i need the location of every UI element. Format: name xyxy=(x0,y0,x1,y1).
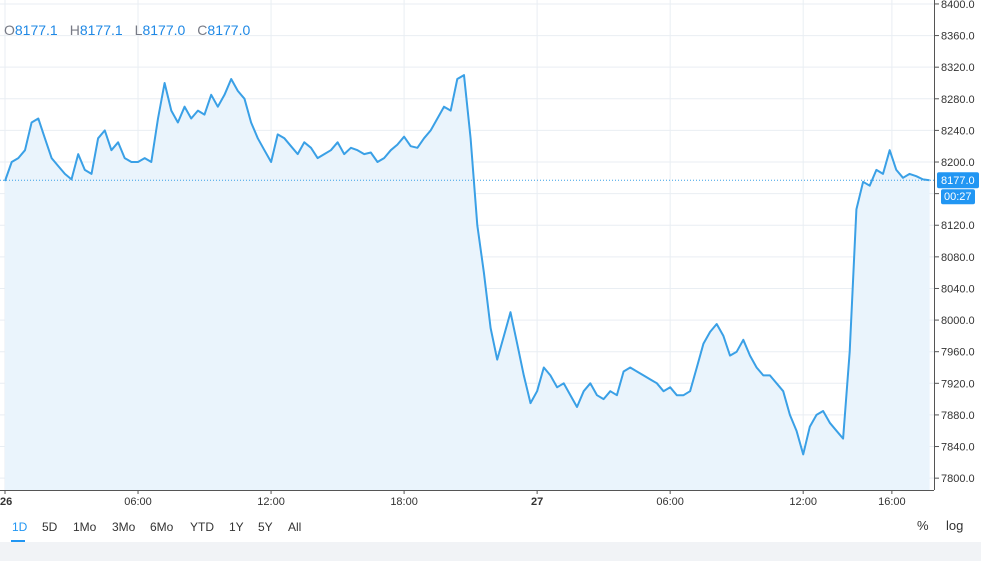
last-price-badge-bg xyxy=(937,172,979,189)
countdown-badge-bg xyxy=(941,189,975,205)
price-axis-label: 8240.0 xyxy=(941,125,975,137)
open-label: O xyxy=(4,22,15,38)
last-price-badge-text: 8177.0 xyxy=(941,175,975,187)
timeframe-5y[interactable]: 5Y xyxy=(258,520,273,534)
time-axis-label: 27 xyxy=(531,496,543,508)
open-value: 8177.1 xyxy=(14,22,58,38)
price-axis-label: 8040.0 xyxy=(941,283,975,295)
price-axis-label: 8200.0 xyxy=(941,157,975,169)
ohlc-low: L8177.0 xyxy=(135,22,186,38)
time-axis-label: 26 xyxy=(0,496,12,508)
price-chart[interactable]: 7800.0 7840.0 7880.0 7920.0 7960.0 8000.0 8040… xyxy=(0,0,981,512)
price-axis[interactable]: 7800.0 7840.0 7880.0 7920.0 7960.0 8000.0 8040… xyxy=(934,0,975,485)
timeframe-toolbar: 1D 5D 1Mo 3Mo 6Mo YTD 1Y 5Y All % log xyxy=(0,512,981,542)
price-axis-label: 8120.0 xyxy=(941,220,975,232)
time-axis-label: 12:00 xyxy=(257,496,285,508)
footer-strip xyxy=(0,542,981,561)
percent-scale-toggle[interactable]: % xyxy=(917,518,929,533)
high-value: 8177.1 xyxy=(79,22,123,38)
low-value: 8177.0 xyxy=(142,22,186,38)
ohlc-close: C8177.0 xyxy=(197,22,250,38)
price-area xyxy=(5,75,930,490)
price-axis-label: 8320.0 xyxy=(941,62,975,74)
timeframe-ytd[interactable]: YTD xyxy=(190,520,214,534)
ohlc-legend: O8177.1 H8177.1 L8177.0 C8177.0 xyxy=(4,22,250,38)
ohlc-open: O8177.1 xyxy=(4,22,58,38)
countdown-badge: 00:27 xyxy=(941,189,975,205)
price-axis-label: 8080.0 xyxy=(941,252,975,264)
price-axis-label: 7960.0 xyxy=(941,347,975,359)
price-axis-label: 8360.0 xyxy=(941,31,975,43)
low-label: L xyxy=(134,22,143,38)
log-scale-toggle[interactable]: log xyxy=(946,518,964,533)
close-label: C xyxy=(197,22,208,38)
timeframe-6mo[interactable]: 6Mo xyxy=(150,520,174,534)
price-axis-label: 8400.0 xyxy=(941,0,975,11)
timeframe-1mo[interactable]: 1Mo xyxy=(73,520,97,534)
high-label: H xyxy=(69,22,80,38)
timeframe-3mo[interactable]: 3Mo xyxy=(112,520,136,534)
time-axis-label: 12:00 xyxy=(789,496,817,508)
timeframe-5d[interactable]: 5D xyxy=(42,520,58,534)
time-axis-label: 06:00 xyxy=(124,496,152,508)
last-price-badge: 8177.0 xyxy=(937,172,979,189)
time-axis-label: 18:00 xyxy=(390,496,418,508)
timeframe-1d[interactable]: 1D xyxy=(12,520,28,534)
price-axis-label: 8280.0 xyxy=(941,94,975,106)
ohlc-high: H8177.1 xyxy=(70,22,123,38)
price-line xyxy=(4,74,930,456)
time-axis-label: 06:00 xyxy=(656,496,684,508)
close-value: 8177.0 xyxy=(207,22,251,38)
active-timeframe-indicator xyxy=(11,540,25,542)
timeframe-1y[interactable]: 1Y xyxy=(229,520,244,534)
price-axis-label: 8000.0 xyxy=(941,315,975,327)
price-axis-label: 7880.0 xyxy=(941,410,975,422)
countdown-badge-text: 00:27 xyxy=(944,191,972,203)
price-axis-label: 7800.0 xyxy=(941,473,975,485)
timeframe-all[interactable]: All xyxy=(288,520,302,534)
time-axis-label: 16:00 xyxy=(878,496,906,508)
price-axis-label: 7840.0 xyxy=(941,442,975,454)
price-axis-label: 7920.0 xyxy=(941,378,975,390)
time-axis[interactable]: 26 06:00 12:00 18:00 27 06:00 12:00 16:00 xyxy=(0,490,906,508)
